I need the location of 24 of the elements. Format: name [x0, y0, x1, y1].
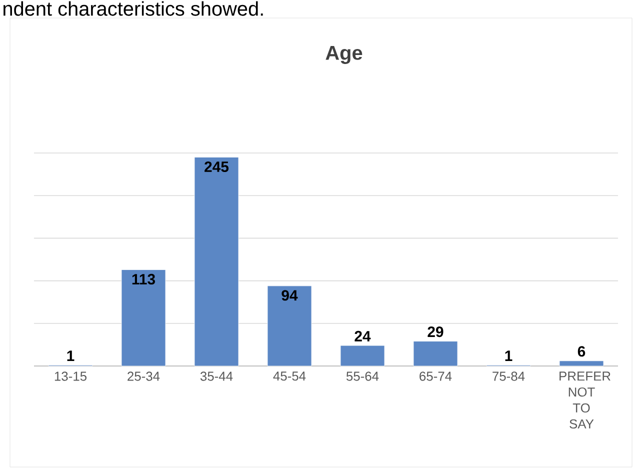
data-label: 113 — [132, 274, 156, 285]
x-tick-label: PREFER NOT TO SAY — [560, 372, 610, 428]
x-tick-label: 55-64 — [346, 372, 379, 381]
bar — [559, 360, 604, 366]
x-tick-label: 25-34 — [128, 372, 160, 381]
data-label: 29 — [428, 326, 444, 338]
data-label: 94 — [282, 290, 298, 301]
data-label: 1 — [67, 350, 74, 361]
x-tick-label: 35-44 — [200, 372, 233, 381]
data-label: 245 — [204, 161, 229, 172]
data-label: 6 — [578, 346, 586, 357]
data-label: 24 — [354, 330, 371, 342]
x-tick-label: 65-74 — [420, 372, 452, 381]
bar — [267, 286, 312, 366]
text: ndent characteristics showed. — [4, 1, 263, 16]
x-tick-label: 13-15 — [54, 372, 87, 381]
bar — [413, 341, 458, 366]
x-tick-label: 45-54 — [273, 372, 306, 381]
chart-title: Age — [326, 46, 362, 64]
x-tick-label: 75-84 — [492, 372, 525, 381]
bar — [121, 270, 166, 366]
bar — [340, 345, 385, 366]
data-label: 1 — [505, 350, 512, 361]
bar — [194, 157, 239, 366]
